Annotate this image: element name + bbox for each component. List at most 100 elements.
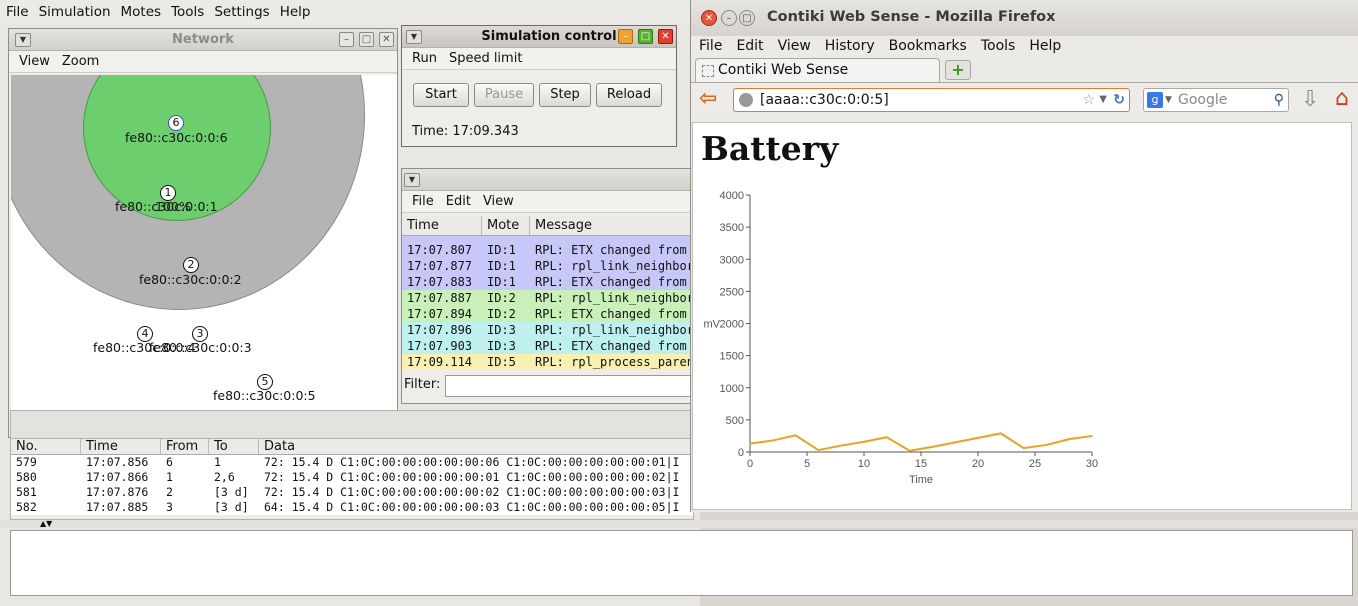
mote-2[interactable]: 2 bbox=[183, 257, 199, 273]
menu-simulation[interactable]: Simulation bbox=[38, 4, 111, 20]
ff-menu-help[interactable]: Help bbox=[1029, 38, 1062, 54]
mote-6[interactable]: 6 bbox=[168, 115, 184, 131]
mote-output-menubar: File Edit View bbox=[402, 191, 692, 213]
frame-menu-button[interactable]: ▼ bbox=[15, 33, 31, 47]
close-button[interactable]: ✕ bbox=[379, 32, 394, 47]
log-row[interactable]: 17:07.883 ID:1 RPL: ETX changed from bbox=[402, 274, 692, 290]
bookmark-star-icon[interactable]: ☆ bbox=[1082, 92, 1095, 108]
network-menu-zoom[interactable]: Zoom bbox=[61, 54, 100, 69]
radio-row[interactable]: 580 17:07.866 1 2,6 72: 15.4 D C1:0C:00:00:0… bbox=[11, 470, 693, 485]
radio-row[interactable]: 579 17:07.856 6 1 72: 15.4 D C1:0C:00:00:00:… bbox=[11, 455, 693, 470]
log-row[interactable]: 17:07.903 ID:3 RPL: ETX changed from bbox=[402, 338, 692, 354]
mote-4[interactable]: 4 bbox=[137, 326, 153, 342]
google-engine-icon[interactable]: g bbox=[1147, 92, 1163, 108]
ff-menu-bookmarks[interactable]: Bookmarks bbox=[888, 38, 967, 54]
log-row[interactable]: 17:07.896 ID:3 RPL: rpl_link_neighbor bbox=[402, 322, 692, 338]
y-tick-label: 4000 bbox=[720, 190, 744, 202]
menu-help[interactable]: Help bbox=[279, 4, 311, 20]
menu-motes[interactable]: Motes bbox=[120, 4, 162, 20]
url-dropdown-icon[interactable]: ▼ bbox=[1099, 94, 1107, 105]
ff-menu-view[interactable]: View bbox=[777, 38, 811, 54]
radio-row[interactable]: 581 17:07.876 2 [3 d] 72: 15.4 D C1:0C:00:00… bbox=[11, 485, 693, 500]
ff-menu-file[interactable]: File bbox=[699, 38, 723, 54]
mote-1[interactable]: 1 bbox=[160, 185, 176, 201]
menu-file[interactable]: File bbox=[6, 4, 29, 20]
tab-contiki-web-sense[interactable]: Contiki Web Sense bbox=[695, 58, 940, 82]
search-bar[interactable]: g ▼ Google ⚲ bbox=[1143, 88, 1289, 112]
mote-5[interactable]: 5 bbox=[257, 374, 273, 390]
frame-menu-button[interactable]: ▼ bbox=[406, 30, 422, 44]
firefox-menubar: File Edit View History Bookmarks Tools H… bbox=[691, 36, 1358, 56]
log-cell-mote: ID:1 bbox=[487, 275, 516, 289]
site-identity-icon[interactable] bbox=[739, 93, 753, 107]
log-row[interactable]: 17:07.894 ID:2 RPL: ETX changed from bbox=[402, 306, 692, 322]
mote-3[interactable]: 3 bbox=[192, 326, 208, 342]
ff-menu-history[interactable]: History bbox=[824, 38, 875, 54]
log-cell-mote: ID:2 bbox=[487, 307, 516, 321]
column-to[interactable]: To bbox=[209, 439, 259, 454]
maximize-button[interactable]: □ bbox=[638, 29, 653, 44]
network-menu-view[interactable]: View bbox=[19, 54, 50, 69]
log-row[interactable]: 17:07.877 ID:1 RPL: rpl_link_neighbor bbox=[402, 258, 692, 274]
column-message[interactable]: Message bbox=[530, 216, 692, 235]
filter-input[interactable] bbox=[445, 375, 691, 397]
column-data[interactable]: Data bbox=[259, 439, 693, 454]
reload-icon[interactable]: ↻ bbox=[1113, 92, 1125, 108]
radio-row[interactable]: 582 17:07.885 3 [3 d] 64: 15.4 D C1:0C:00:00… bbox=[11, 500, 693, 515]
column-mote[interactable]: Mote bbox=[482, 216, 530, 235]
radio-messages-titlebar[interactable] bbox=[11, 411, 693, 439]
splitter-arrows-icon[interactable]: ▲▼ bbox=[40, 519, 53, 528]
log-row[interactable]: 17:09.114 ID:5 RPL: rpl_process_paren bbox=[402, 354, 692, 370]
start-button[interactable]: Start bbox=[413, 83, 469, 107]
simulation-control-titlebar[interactable]: ▼ Simulation control – □ ✕ bbox=[402, 26, 676, 48]
menu-run[interactable]: Run bbox=[412, 51, 437, 66]
log-row[interactable]: 17:07.807 ID:1 RPL: ETX changed from bbox=[402, 242, 692, 258]
frame-menu-button[interactable]: ▼ bbox=[404, 173, 420, 187]
log-cell-time: 17:07.877 bbox=[407, 259, 473, 273]
minimize-button[interactable]: – bbox=[618, 29, 633, 44]
maximize-icon[interactable]: □ bbox=[739, 10, 755, 26]
horizontal-splitter[interactable]: ▲▼ bbox=[0, 519, 1358, 528]
data-point bbox=[1045, 444, 1048, 446]
minimize-button[interactable]: – bbox=[339, 32, 354, 47]
home-icon[interactable]: ⌂ bbox=[1335, 86, 1349, 111]
url-bar[interactable]: [aaaa::c30c:0:0:5] ☆ ▼ ↻ bbox=[733, 88, 1130, 112]
network-canvas[interactable]: 6 fe80::c30c:0:0:6 1 fe80::c30c:0:0:1 10… bbox=[11, 75, 397, 435]
mote-output-titlebar[interactable]: ▼ bbox=[402, 169, 692, 191]
radio-cell-data: 72: 15.4 D C1:0C:00:00:00:00:00:06 C1:0C… bbox=[264, 455, 680, 469]
ff-menu-edit[interactable]: Edit bbox=[736, 38, 764, 54]
reload-button[interactable]: Reload bbox=[596, 83, 662, 107]
column-time[interactable]: Time bbox=[81, 439, 161, 454]
log-menu-view[interactable]: View bbox=[482, 194, 514, 209]
log-row[interactable]: 17:07.887 ID:2 RPL: rpl_link_neighbor bbox=[402, 290, 692, 306]
log-menu-file[interactable]: File bbox=[412, 194, 434, 209]
step-button[interactable]: Step bbox=[539, 83, 591, 107]
web-page: Battery 0 500 1000 1500 2000 2500 3000 3500 4000… bbox=[692, 122, 1352, 510]
column-no[interactable]: No. bbox=[11, 439, 81, 454]
firefox-titlebar[interactable]: ✕ – □ Contiki Web Sense - Mozilla Firefo… bbox=[691, 0, 1358, 36]
ff-menu-tools[interactable]: Tools bbox=[980, 38, 1016, 54]
column-from[interactable]: From bbox=[161, 439, 209, 454]
close-icon[interactable]: ✕ bbox=[701, 10, 717, 26]
close-button[interactable]: ✕ bbox=[658, 29, 673, 44]
minimize-icon[interactable]: – bbox=[721, 10, 737, 26]
menu-tools[interactable]: Tools bbox=[171, 4, 205, 20]
pause-button[interactable]: Pause bbox=[474, 83, 534, 107]
menu-speed-limit[interactable]: Speed limit bbox=[448, 51, 523, 66]
downloads-icon[interactable]: ⇩ bbox=[1301, 87, 1320, 112]
engine-dropdown-icon[interactable]: ▼ bbox=[1165, 95, 1172, 105]
maximize-button[interactable]: □ bbox=[359, 32, 374, 47]
menu-settings[interactable]: Settings bbox=[214, 4, 270, 20]
mote-3-label: fe80::c30c:0:0:3 bbox=[149, 340, 252, 355]
search-icon[interactable]: ⚲ bbox=[1273, 92, 1284, 108]
log-text-area[interactable] bbox=[10, 530, 1353, 596]
network-titlebar[interactable]: ▼ Network – □ ✕ bbox=[9, 29, 397, 51]
data-point bbox=[1068, 438, 1070, 440]
column-time[interactable]: Time bbox=[402, 216, 482, 235]
back-arrow-icon[interactable]: ⇦ bbox=[699, 86, 718, 111]
log-table-body[interactable] bbox=[402, 236, 692, 242]
network-menubar: View Zoom bbox=[9, 51, 397, 73]
log-menu-edit[interactable]: Edit bbox=[445, 194, 471, 209]
new-tab-icon[interactable]: + bbox=[945, 60, 971, 80]
firefox-window-title: Contiki Web Sense - Mozilla Firefox bbox=[767, 9, 1056, 25]
